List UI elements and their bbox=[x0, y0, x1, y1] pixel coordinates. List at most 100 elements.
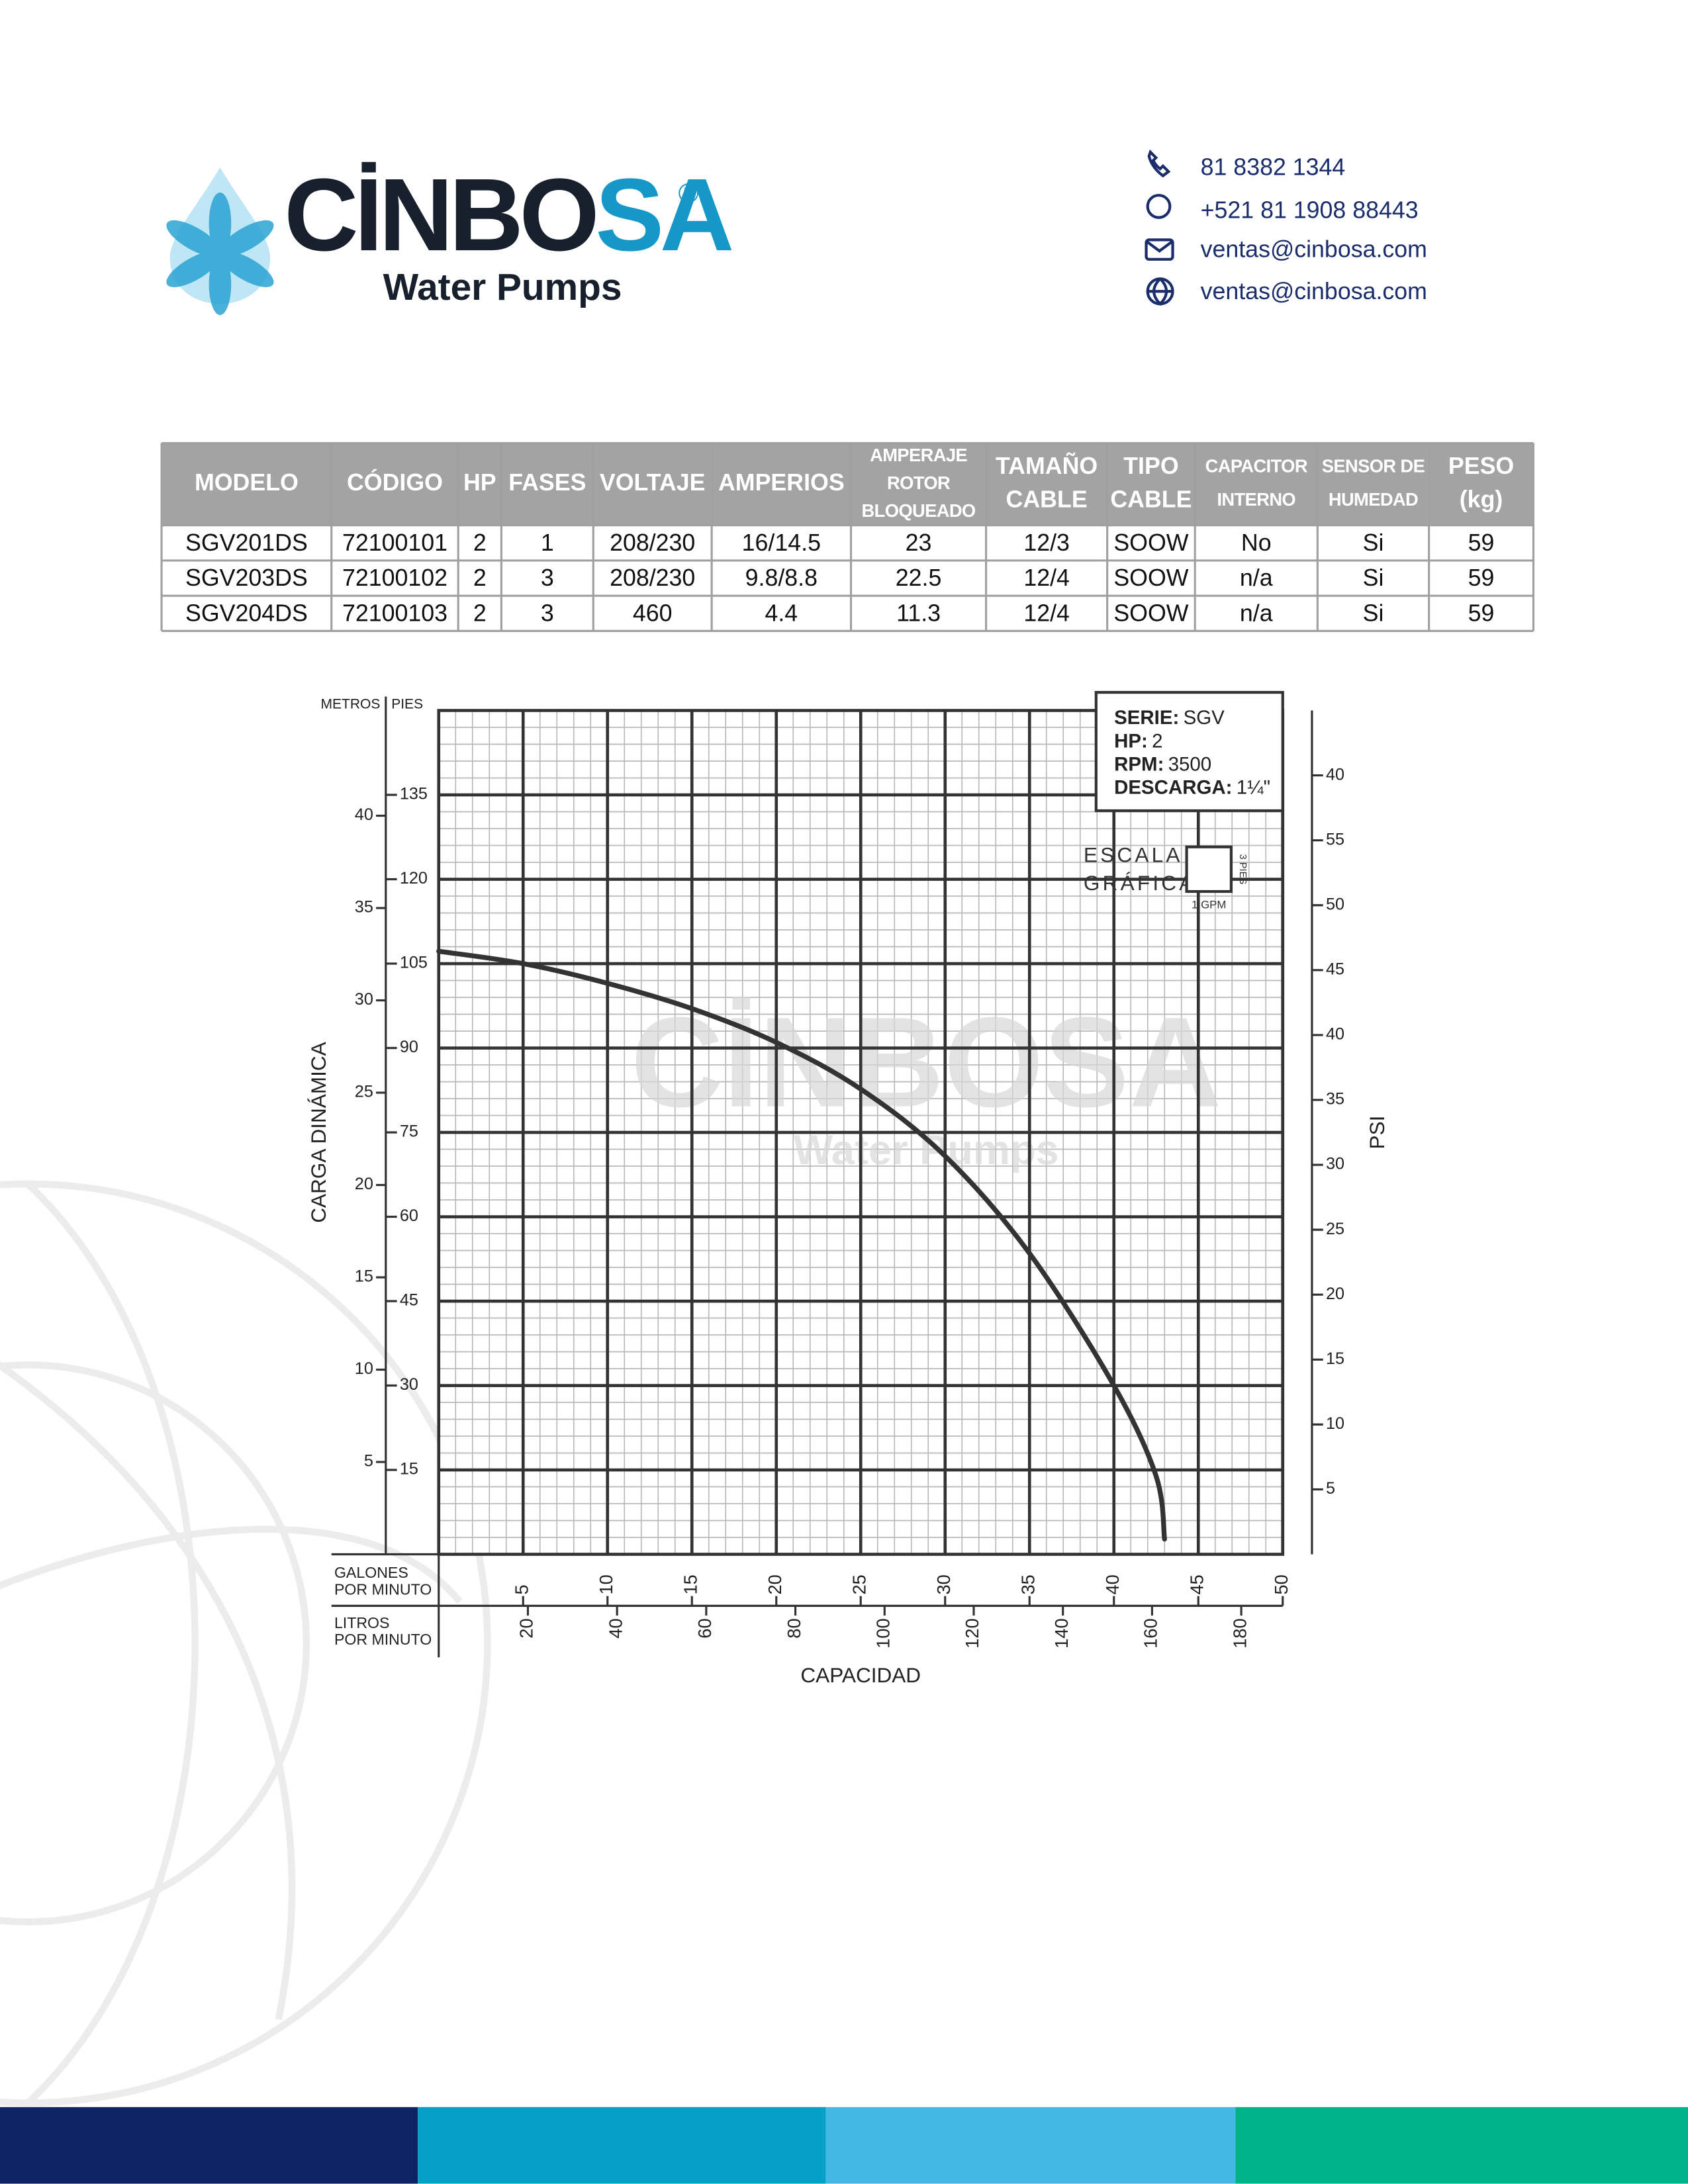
watermark-brand: CİNBOSA bbox=[631, 991, 1222, 1134]
table-header-cell: MODELO bbox=[195, 469, 299, 496]
gpm-label: GALONES bbox=[334, 1564, 408, 1581]
table-cell: 11.3 bbox=[896, 600, 941, 626]
lpm-label: LITROS bbox=[334, 1614, 390, 1631]
y-tick-label: 105 bbox=[400, 954, 428, 972]
table-cell: 2 bbox=[473, 565, 487, 591]
table-cell: 72100102 bbox=[342, 565, 447, 591]
x-tick-label: 45 bbox=[1186, 1574, 1207, 1594]
table-cell: No bbox=[1241, 529, 1272, 556]
info-box bbox=[1094, 691, 1284, 813]
litros-tick-label: 80 bbox=[784, 1618, 804, 1638]
table-cell: n/a bbox=[1240, 565, 1273, 591]
table-cell: 59 bbox=[1468, 529, 1495, 556]
table-header-cell: CÓDIGO bbox=[347, 469, 443, 496]
metros-tick-label: 25 bbox=[355, 1083, 373, 1101]
info-line: DESCARGA: 1¼" bbox=[1114, 776, 1270, 798]
litros-tick-label: 40 bbox=[605, 1618, 626, 1638]
brand-dark: CİNBO bbox=[284, 157, 595, 272]
info-line: RPM: 3500 bbox=[1114, 753, 1211, 775]
table-cell: 59 bbox=[1468, 565, 1495, 591]
scale-title: ESCALA bbox=[1084, 843, 1183, 867]
info-key: DESCARGA: bbox=[1114, 776, 1232, 798]
table-header-cell: TAMAÑO bbox=[996, 453, 1098, 479]
spec-table: MODELO CÓDIGO HP FASES VOLTAJE AMPERIOS AMPERA… bbox=[160, 441, 1535, 632]
y-tick-label: 90 bbox=[400, 1038, 418, 1056]
table-cell: 4.4 bbox=[765, 600, 798, 626]
scale-square bbox=[1185, 845, 1233, 893]
web-icon-lines bbox=[1147, 277, 1173, 306]
info-key: HP: bbox=[1114, 730, 1148, 752]
table-header-cell: VOLTAJE bbox=[600, 469, 706, 496]
y-tick-label: 120 bbox=[400, 869, 428, 887]
table-cell: 23 bbox=[906, 529, 932, 556]
psi-tick-label: 40 bbox=[1326, 765, 1344, 784]
pump-curve bbox=[436, 948, 1167, 1542]
table-cell: SGV203DS bbox=[185, 565, 308, 591]
psi-tick-label: 55 bbox=[1326, 830, 1344, 848]
scale-x: 1 GPM bbox=[1192, 899, 1226, 911]
table-cell: 2 bbox=[473, 600, 487, 626]
y-tick-label: 30 bbox=[400, 1375, 418, 1394]
metros-tick-label: 20 bbox=[355, 1175, 373, 1193]
x-tick-label: 40 bbox=[1102, 1574, 1123, 1594]
y-tick-label: 135 bbox=[400, 785, 428, 803]
litros-tick-label: 140 bbox=[1051, 1618, 1072, 1649]
footer-bar bbox=[1235, 2107, 1688, 2184]
x-tick-label: 35 bbox=[1017, 1574, 1038, 1594]
psi-label: PSI bbox=[1365, 1116, 1389, 1150]
table-header-cell: INTERNO bbox=[1217, 489, 1295, 510]
x-tick-label: 20 bbox=[765, 1574, 785, 1594]
contact-whatsapp: +521 81 1908 88443 bbox=[1201, 197, 1419, 224]
phone-icon bbox=[1147, 149, 1171, 178]
table-header-cell: HUMEDAD bbox=[1329, 489, 1418, 510]
metros-tick-label: 30 bbox=[355, 990, 373, 1009]
table-cell: 208/230 bbox=[610, 565, 695, 591]
metros-tick-label: 10 bbox=[355, 1359, 373, 1378]
table-cell: Si bbox=[1363, 600, 1384, 626]
litros-tick-label: 180 bbox=[1229, 1618, 1250, 1649]
table-cell: 72100101 bbox=[342, 529, 447, 556]
table-header-cell: CAPACITOR bbox=[1205, 456, 1308, 477]
watermark-tagline: Water Pumps bbox=[794, 1127, 1059, 1173]
table-header-cell: FASES bbox=[508, 469, 586, 496]
table-cell: 2 bbox=[473, 529, 487, 556]
table-cell: 1 bbox=[541, 529, 554, 556]
psi-tick-label: 30 bbox=[1326, 1155, 1344, 1173]
x-tick-label: 15 bbox=[680, 1574, 700, 1594]
info-key: SERIE: bbox=[1114, 707, 1179, 729]
litros-tick-label: 120 bbox=[962, 1618, 982, 1649]
info-value: 3500 bbox=[1168, 753, 1212, 775]
table-cell: n/a bbox=[1240, 600, 1273, 626]
table-cell: 12/4 bbox=[1023, 565, 1070, 591]
psi-tick-label: 15 bbox=[1326, 1349, 1344, 1368]
table-header-cell: HP bbox=[463, 469, 496, 496]
metros-tick-label: 40 bbox=[355, 805, 373, 824]
info-value: SGV bbox=[1184, 707, 1225, 729]
y-tick-label: 60 bbox=[400, 1206, 418, 1225]
table-cell: 12/3 bbox=[1023, 529, 1070, 556]
table-header-cell: SENSOR DE bbox=[1322, 456, 1425, 477]
contact-phone: 81 8382 1344 bbox=[1201, 154, 1346, 181]
table-cell: Si bbox=[1363, 529, 1384, 556]
table-header-cell: CABLE bbox=[1006, 486, 1088, 512]
table-cell: 16/14.5 bbox=[742, 529, 821, 556]
psi-tick-label: 35 bbox=[1326, 1090, 1344, 1109]
registered: ® bbox=[679, 177, 699, 208]
table-cell: SGV201DS bbox=[185, 529, 308, 556]
table-header-cell: ROTOR bbox=[887, 473, 951, 493]
table-cell: SOOW bbox=[1113, 565, 1188, 591]
table-header-cell: TIPO bbox=[1123, 453, 1178, 479]
table-cell: 9.8/8.8 bbox=[745, 565, 818, 591]
metros-tick-label: 35 bbox=[355, 898, 373, 917]
psi-tick-label: 10 bbox=[1326, 1414, 1344, 1433]
info-value: 1¼" bbox=[1237, 776, 1270, 798]
info-value: 2 bbox=[1152, 730, 1162, 752]
info-key: RPM: bbox=[1114, 753, 1164, 775]
x-tick-label: 30 bbox=[933, 1574, 954, 1594]
lpm-label: POR MINUTO bbox=[334, 1631, 432, 1648]
litros-tick-label: 160 bbox=[1141, 1618, 1161, 1649]
table-cell: 72100103 bbox=[342, 600, 447, 626]
metros-tick-label: 5 bbox=[364, 1452, 373, 1471]
